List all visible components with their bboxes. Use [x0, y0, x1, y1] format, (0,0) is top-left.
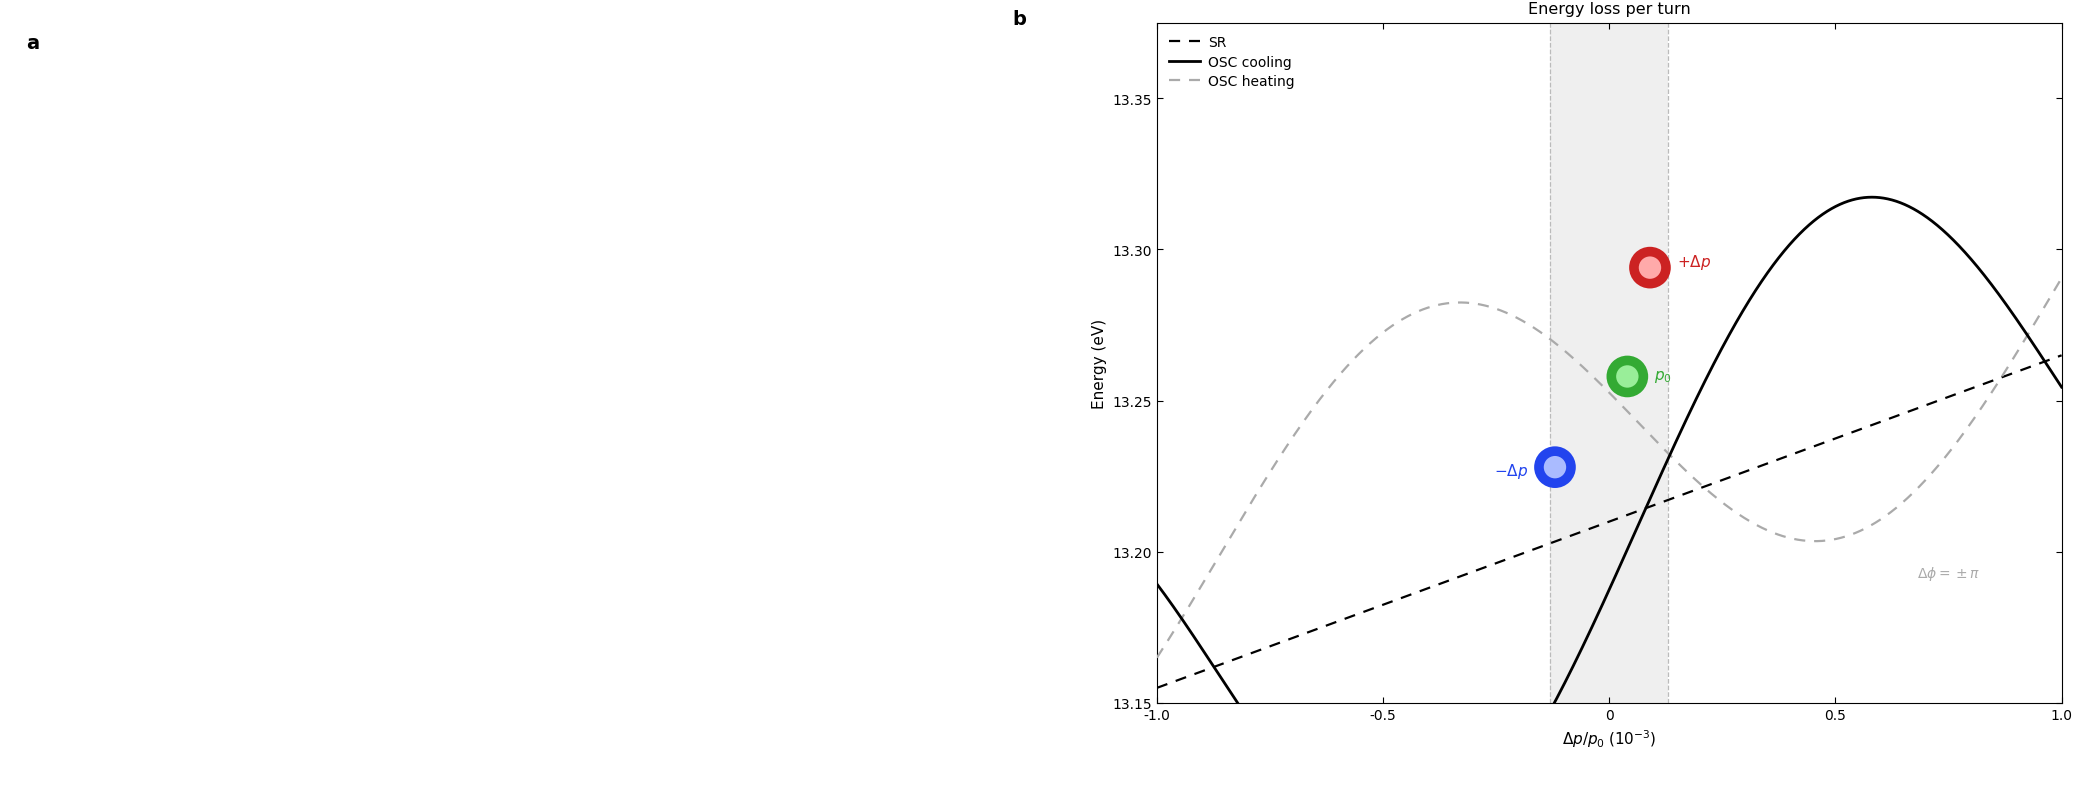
SR	[1302, 626, 1327, 635]
SR	[2049, 351, 2074, 360]
SR	[1145, 683, 1170, 693]
OSC cooling	[1859, 194, 1884, 203]
SR	[1492, 556, 1517, 566]
OSC cooling	[1247, 732, 1273, 741]
Point	[1612, 371, 1645, 383]
Point	[1538, 461, 1572, 474]
OSC heating	[1247, 483, 1273, 493]
SR	[1934, 393, 1959, 403]
Point	[1538, 461, 1572, 474]
OSC cooling	[2032, 356, 2057, 366]
OSC heating	[2030, 304, 2055, 314]
Text: $+\Delta p$: $+\Delta p$	[1676, 253, 1712, 272]
OSC heating	[1492, 307, 1517, 317]
Line: OSC cooling: OSC cooling	[1157, 198, 2062, 790]
OSC heating	[1145, 653, 1170, 663]
Legend: SR, OSC cooling, OSC heating: SR, OSC cooling, OSC heating	[1164, 31, 1300, 95]
Point	[1612, 371, 1645, 383]
OSC heating	[1934, 451, 1959, 461]
OSC cooling	[1145, 580, 1170, 589]
Line: SR: SR	[1157, 356, 2062, 688]
Point	[1633, 262, 1666, 275]
OSC cooling	[2049, 383, 2074, 393]
SR	[1247, 645, 1273, 655]
Y-axis label: Energy (eV): Energy (eV)	[1093, 318, 1107, 408]
OSC heating	[2049, 274, 2074, 284]
X-axis label: $\Delta p/p_0\;(10^{-3})$: $\Delta p/p_0\;(10^{-3})$	[1561, 728, 1656, 749]
Point	[1633, 262, 1666, 275]
Text: $-\Delta p$: $-\Delta p$	[1494, 461, 1528, 480]
Text: $\Delta\phi = \pm\pi$: $\Delta\phi = \pm\pi$	[1917, 564, 1980, 582]
OSC cooling	[1492, 781, 1517, 790]
Text: b: b	[1013, 10, 1026, 29]
SR	[2030, 358, 2055, 367]
OSC heating	[1302, 403, 1327, 412]
Text: $p_0$: $p_0$	[1653, 369, 1672, 385]
Text: a: a	[27, 34, 40, 53]
OSC cooling	[1530, 718, 1555, 728]
OSC heating	[1530, 329, 1555, 339]
Bar	[1551, 24, 1668, 703]
Line: OSC heating: OSC heating	[1157, 279, 2062, 658]
Title: Energy loss per turn: Energy loss per turn	[1528, 2, 1691, 17]
OSC cooling	[1934, 230, 1959, 239]
SR	[1530, 541, 1555, 551]
